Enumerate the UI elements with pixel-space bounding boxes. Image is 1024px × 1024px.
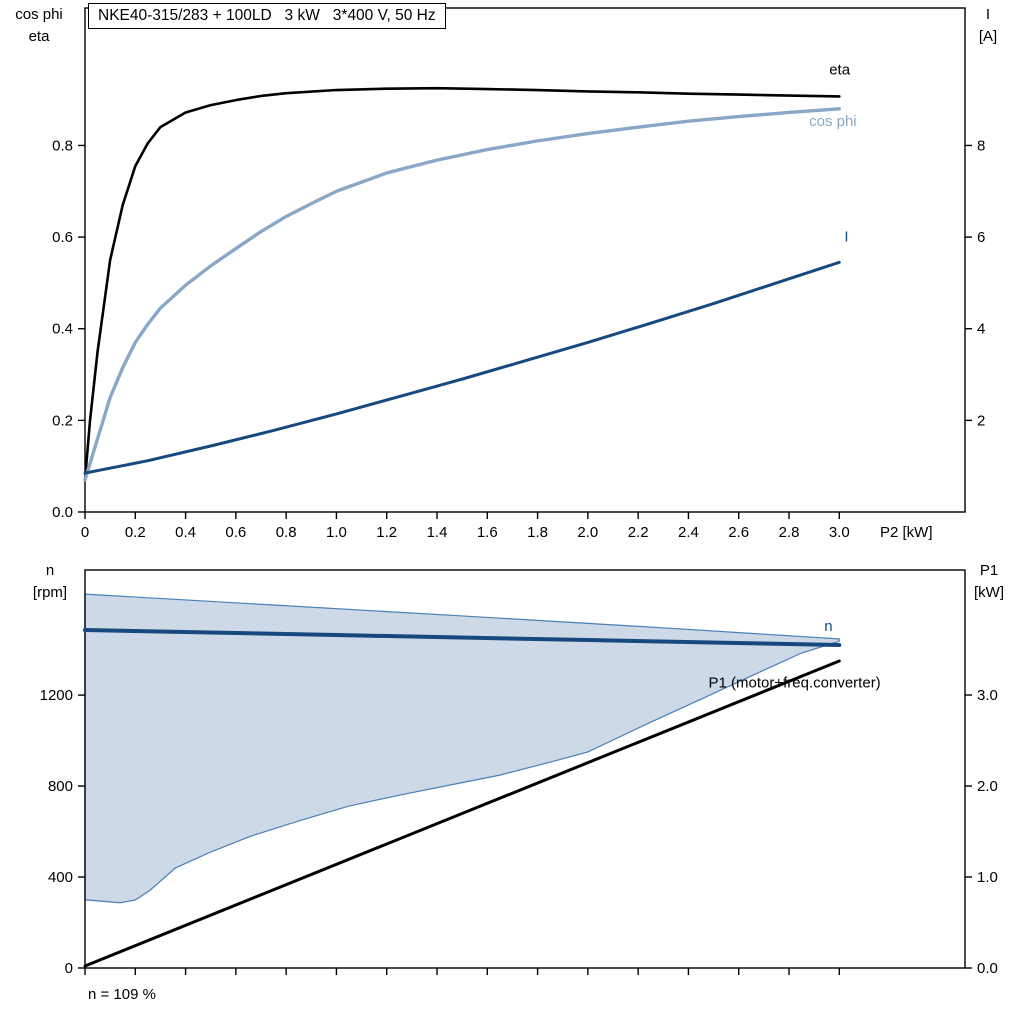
x-tick-label: 1.0 — [326, 524, 347, 541]
y-left-tick-label: 0.0 — [52, 504, 73, 521]
x-tick-label: 2.8 — [779, 524, 800, 541]
top-right-axis-title: I [A] — [958, 4, 1018, 48]
y-right-tick-label: 8 — [977, 137, 985, 154]
chart-p2-eta-cosphi-current: 0 0.2 0.4 0.6 0.8 1.0 1.2 1.4 1.6 1.8 2.0 2.2 2.4 2.6… — [52, 7, 985, 541]
y-left-tick-label: 0.6 — [52, 229, 73, 246]
x-tick-label: 2.4 — [678, 524, 699, 541]
axis-title-speed: n — [45, 562, 55, 579]
axis-title-p1-unit: [kW] — [974, 583, 1004, 601]
x-tick-label: 2.0 — [577, 524, 598, 541]
y-left-tick-label: 1200 — [40, 687, 73, 704]
axis-title-eta: eta — [28, 27, 50, 45]
axis-title-speed-unit: [rpm] — [32, 583, 68, 601]
y-right-tick-label: 3.0 — [977, 687, 998, 704]
x-tick-label: 1.2 — [376, 524, 397, 541]
x-tick-label: 0.8 — [276, 524, 297, 541]
cos phi-curve — [83, 107, 841, 482]
n-curve-label: n — [824, 618, 832, 635]
top-left-axis-title: cos phi eta — [0, 4, 78, 48]
x-tick-label: 2.6 — [728, 524, 749, 541]
P1 (motor+freq.converter)-curve — [83, 659, 841, 968]
bottom-right-axis-title: P1 [kW] — [958, 560, 1020, 604]
y-left-tick-label: 0 — [65, 960, 73, 977]
plot-frame — [84, 569, 966, 969]
axis-title-current: I — [985, 6, 991, 23]
speed-control-range-band — [84, 593, 840, 904]
axis-title-cos-phi: cos phi — [15, 6, 63, 23]
x-tick-label: 1.4 — [427, 524, 448, 541]
eta-curve-label: eta — [829, 61, 851, 78]
bottom-left-axis-title: n [rpm] — [12, 560, 88, 604]
y-right-tick-label: 2 — [977, 412, 985, 429]
x-tick-label: 3.0 — [829, 524, 850, 541]
axis-title-current-unit: [A] — [978, 27, 998, 45]
y-right-tick-label: 1.0 — [977, 869, 998, 886]
y-left-tick-label: 0.2 — [52, 412, 73, 429]
y-left-tick-label: 800 — [48, 778, 73, 795]
plot-frame — [84, 7, 966, 513]
x-tick-label: 1.6 — [477, 524, 498, 541]
eta-curve — [83, 86, 841, 482]
y-right-tick-label: 6 — [977, 229, 985, 246]
x-tick-label: 0.2 — [125, 524, 146, 541]
y-left-tick-label: 400 — [48, 869, 73, 886]
n-curve — [83, 628, 842, 648]
axis-title-p1: P1 — [979, 562, 999, 579]
x-axis-label: P2 [kW] — [880, 524, 933, 541]
y-left-tick-label: 0.4 — [52, 321, 73, 338]
P1 (motor+freq.converter)-curve-label: P1 (motor+freq.converter) — [709, 675, 881, 692]
x-tick-label: 0.6 — [225, 524, 246, 541]
x-tick-label: 0 — [81, 524, 89, 541]
y-right-tick-label: 0.0 — [977, 960, 998, 977]
x-tick-label: 2.2 — [628, 524, 649, 541]
I-curve — [83, 260, 841, 475]
x-tick-label: 0.4 — [175, 524, 196, 541]
y-left-tick-label: 0.8 — [52, 137, 73, 154]
I-curve-label: I — [844, 229, 848, 246]
x-tick-label: 1.8 — [527, 524, 548, 541]
chart-title: NKE40-315/283 + 100LD 3 kW 3*400 V, 50 H… — [88, 3, 446, 29]
chart-p2-speed-p1: 0 400 800 1200 0.0 1.0 2.0 3.0 n P1 (motor+freq.c… — [40, 569, 998, 977]
speed-percentage-note: n = 109 % — [88, 986, 156, 1003]
cos phi-curve-label: cos phi — [809, 113, 857, 130]
y-right-tick-label: 2.0 — [977, 778, 998, 795]
y-right-tick-label: 4 — [977, 321, 985, 338]
